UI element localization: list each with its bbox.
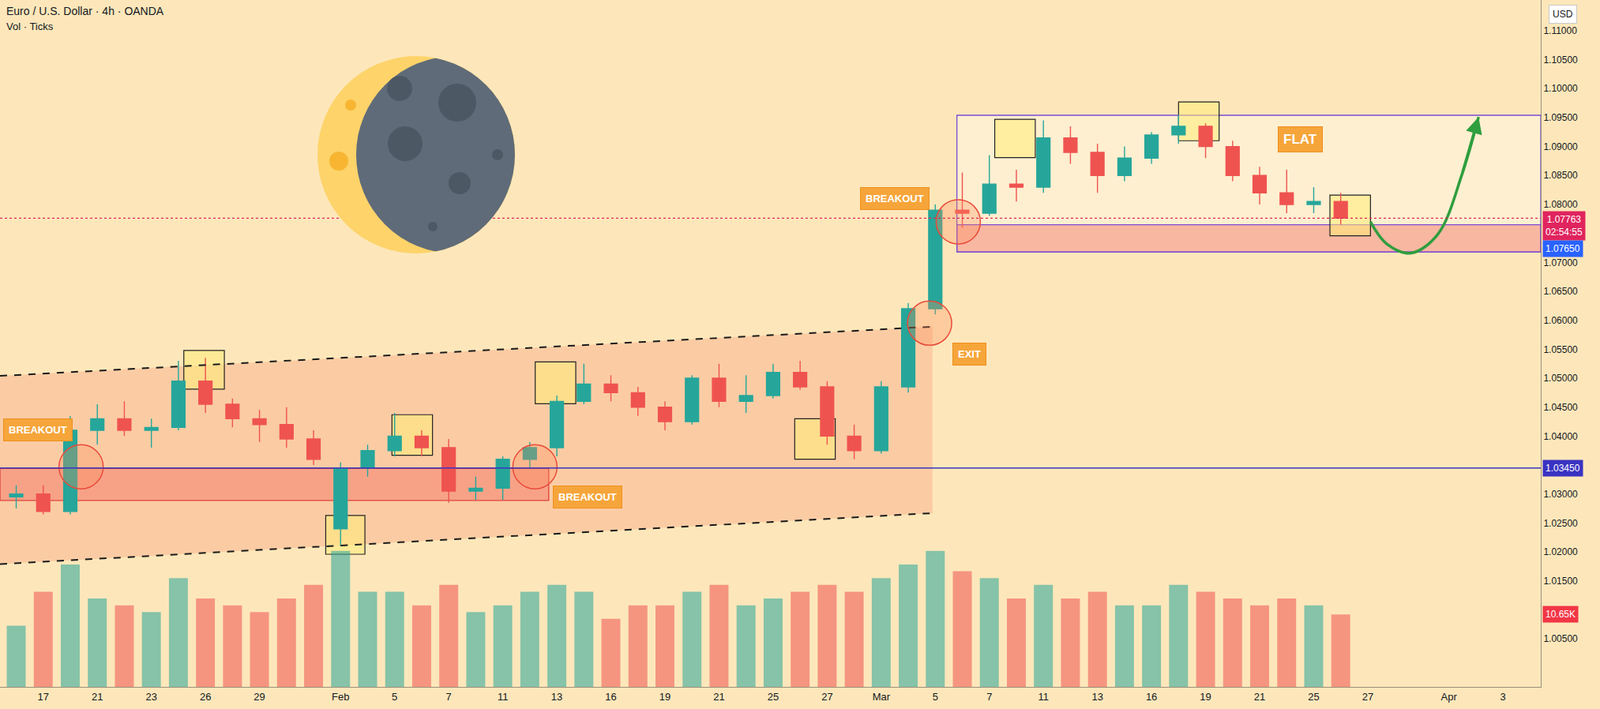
svg-text:1.01000: 1.01000	[1543, 604, 1578, 616]
svg-text:5: 5	[932, 691, 939, 703]
svg-text:21: 21	[1254, 691, 1266, 703]
svg-text:13: 13	[1091, 691, 1103, 703]
svg-text:25: 25	[767, 691, 779, 703]
svg-text:EXIT: EXIT	[957, 348, 981, 361]
svg-text:3: 3	[1499, 691, 1506, 703]
svg-text:BREAKOUT: BREAKOUT	[8, 424, 68, 436]
svg-text:5: 5	[391, 691, 398, 703]
svg-text:1.06000: 1.06000	[1543, 315, 1578, 327]
svg-text:25: 25	[1307, 691, 1319, 703]
svg-text:1.04000: 1.04000	[1543, 431, 1578, 443]
svg-text:1.06500: 1.06500	[1543, 285, 1578, 297]
svg-text:16: 16	[604, 691, 616, 703]
svg-text:1.05000: 1.05000	[1543, 372, 1578, 384]
svg-text:7: 7	[446, 691, 452, 703]
svg-text:1.07000: 1.07000	[1543, 257, 1578, 269]
svg-text:1.10000: 1.10000	[1543, 82, 1578, 94]
svg-text:1.05500: 1.05500	[1543, 344, 1578, 356]
svg-text:27: 27	[821, 691, 833, 703]
svg-text:23: 23	[145, 691, 157, 703]
svg-text:Mar: Mar	[872, 691, 891, 703]
svg-text:1.03450: 1.03450	[1545, 462, 1581, 474]
svg-text:27: 27	[1362, 691, 1374, 703]
svg-text:1.09000: 1.09000	[1543, 141, 1578, 153]
svg-text:1.10500: 1.10500	[1543, 54, 1578, 66]
svg-text:1.08000: 1.08000	[1543, 199, 1578, 211]
svg-text:7: 7	[986, 691, 992, 703]
svg-text:17: 17	[37, 691, 49, 703]
svg-text:29: 29	[253, 691, 265, 703]
svg-text:BREAKOUT: BREAKOUT	[865, 192, 924, 205]
svg-text:26: 26	[199, 691, 211, 703]
svg-text:1.03000: 1.03000	[1543, 488, 1578, 500]
svg-text:1.04500: 1.04500	[1543, 401, 1578, 414]
svg-text:1.02500: 1.02500	[1543, 518, 1578, 530]
svg-text:Euro / U.S. Dollar · 4h · OAND: Euro / U.S. Dollar · 4h · OANDA	[6, 4, 165, 18]
svg-text:Feb: Feb	[331, 691, 350, 703]
svg-text:11: 11	[1037, 691, 1049, 703]
svg-text:FLAT: FLAT	[1283, 131, 1318, 147]
svg-text:19: 19	[659, 691, 671, 703]
svg-text:USD: USD	[1552, 8, 1574, 20]
svg-text:1.02000: 1.02000	[1543, 546, 1578, 558]
svg-text:BREAKOUT: BREAKOUT	[558, 491, 617, 504]
svg-text:1.08500: 1.08500	[1543, 169, 1578, 181]
svg-text:10.65K: 10.65K	[1545, 608, 1576, 620]
svg-text:19: 19	[1199, 691, 1211, 703]
svg-text:1.09500: 1.09500	[1543, 112, 1578, 124]
svg-text:1.07650: 1.07650	[1545, 243, 1581, 255]
svg-text:21: 21	[91, 691, 103, 703]
svg-text:13: 13	[551, 691, 563, 703]
svg-text:1.11000: 1.11000	[1543, 25, 1578, 37]
svg-text:1.00500: 1.00500	[1543, 633, 1578, 645]
svg-text:11: 11	[497, 691, 509, 703]
svg-text:1.01500: 1.01500	[1543, 575, 1578, 587]
svg-text:Vol · Ticks: Vol · Ticks	[6, 20, 54, 33]
svg-text:Apr: Apr	[1441, 691, 1458, 703]
svg-text:1.0776302:54:55: 1.0776302:54:55	[1545, 214, 1583, 238]
svg-text:21: 21	[713, 691, 725, 703]
svg-text:16: 16	[1145, 691, 1157, 703]
